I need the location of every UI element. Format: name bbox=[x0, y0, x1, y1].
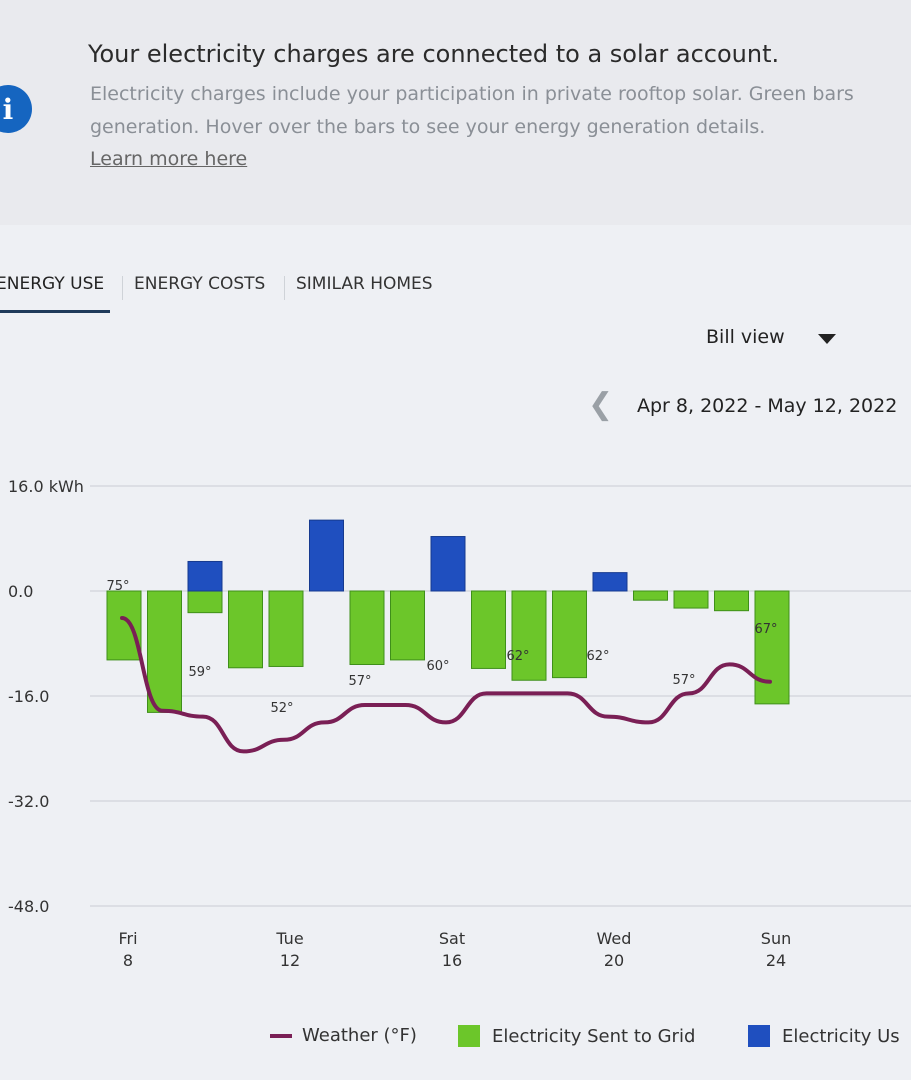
electricity-used-swatch bbox=[748, 1025, 770, 1047]
weather-swatch bbox=[270, 1033, 292, 1038]
x-tick-date: 8 bbox=[123, 951, 133, 970]
legend-electricity-used[interactable]: Electricity Us bbox=[748, 1025, 900, 1047]
info-icon: i bbox=[0, 85, 32, 133]
temperature-label: 62° bbox=[506, 649, 529, 664]
bill-view-dropdown[interactable]: Bill view bbox=[706, 326, 785, 348]
tab-energy-costs[interactable]: ENERGY COSTS bbox=[134, 274, 266, 294]
x-tick-date: 16 bbox=[442, 951, 462, 970]
x-tick-weekday: Wed bbox=[597, 929, 632, 948]
sent-to-grid-bar[interactable] bbox=[511, 590, 547, 681]
x-tick-weekday: Sat bbox=[439, 929, 465, 948]
sent-to-grid-bar[interactable] bbox=[228, 590, 263, 669]
temperature-label: 57° bbox=[348, 674, 371, 689]
legend-sent-to-grid[interactable]: Electricity Sent to Grid bbox=[458, 1025, 695, 1047]
tab-bar: ENERGY USE ENERGY COSTS SIMILAR HOMES bbox=[0, 270, 911, 314]
y-tick-label: 0.0 bbox=[8, 582, 33, 601]
energy-use-chart: 16.0 kWh 0.0 -16.0 -32.0 -48.0 75° 59° 52° 57° 6… bbox=[8, 477, 911, 970]
temperature-label: 60° bbox=[426, 659, 449, 674]
tab-similar-homes[interactable]: SIMILAR HOMES bbox=[296, 274, 433, 294]
x-tick-weekday: Sun bbox=[761, 929, 791, 948]
x-tick-date: 24 bbox=[766, 951, 786, 970]
sent-to-grid-bar[interactable] bbox=[390, 590, 425, 661]
y-tick-label: -48.0 bbox=[8, 897, 49, 916]
sent-to-grid-bar[interactable] bbox=[268, 590, 304, 667]
sent-to-grid-bar[interactable] bbox=[552, 590, 587, 679]
info-banner: i Your electricity charges are connected… bbox=[0, 0, 911, 225]
chevron-down-icon[interactable] bbox=[818, 334, 836, 344]
temperature-label: 67° bbox=[754, 622, 777, 637]
temperature-label: 57° bbox=[672, 673, 695, 688]
electricity-used-bar[interactable] bbox=[309, 519, 344, 592]
x-tick-weekday: Tue bbox=[275, 929, 303, 948]
active-tab-indicator bbox=[0, 310, 110, 313]
electricity-used-bar[interactable] bbox=[187, 560, 223, 592]
electricity-used-bar[interactable] bbox=[592, 572, 628, 592]
temperature-label: 52° bbox=[270, 701, 293, 716]
date-range: Apr 8, 2022 - May 12, 2022 bbox=[637, 395, 898, 417]
sent-to-grid-bar[interactable] bbox=[106, 590, 142, 661]
tab-divider bbox=[122, 276, 123, 300]
temperature-label: 62° bbox=[586, 649, 609, 664]
electricity-used-bar[interactable] bbox=[430, 536, 466, 592]
temperature-label: 59° bbox=[188, 665, 211, 680]
x-tick-date: 12 bbox=[280, 951, 300, 970]
sent-to-grid-bar[interactable] bbox=[147, 590, 182, 713]
banner-text: Electricity charges include your partici… bbox=[90, 83, 854, 138]
tab-energy-use[interactable]: ENERGY USE bbox=[0, 274, 105, 294]
legend-weather[interactable]: Weather (°F) bbox=[270, 1025, 417, 1046]
banner-title: Your electricity charges are connected t… bbox=[88, 40, 780, 68]
tab-divider bbox=[284, 276, 285, 300]
sent-to-grid-swatch bbox=[458, 1025, 480, 1047]
legend-used-label: Electricity Us bbox=[782, 1025, 900, 1047]
x-tick-weekday: Fri bbox=[118, 929, 137, 948]
sent-to-grid-bar[interactable] bbox=[714, 590, 749, 612]
y-tick-label: -32.0 bbox=[8, 792, 49, 811]
sent-to-grid-bar[interactable] bbox=[349, 590, 385, 665]
learn-more-link[interactable]: Learn more here bbox=[90, 148, 248, 170]
chart-legend: Weather (°F) Electricity Sent to Grid El… bbox=[0, 1025, 911, 1065]
sent-to-grid-bar[interactable] bbox=[633, 590, 668, 601]
temperature-label: 75° bbox=[106, 579, 129, 594]
sent-to-grid-bar[interactable] bbox=[754, 590, 790, 705]
chevron-left-icon[interactable]: ❮ bbox=[588, 387, 614, 422]
sent-to-grid-bar[interactable] bbox=[471, 590, 506, 669]
y-tick-label: -16.0 bbox=[8, 687, 49, 706]
x-tick-date: 20 bbox=[604, 951, 624, 970]
sent-to-grid-bar[interactable] bbox=[673, 590, 709, 609]
y-tick-label: 16.0 kWh bbox=[8, 477, 84, 496]
sent-to-grid-bar[interactable] bbox=[187, 590, 223, 614]
legend-weather-label: Weather (°F) bbox=[302, 1025, 417, 1046]
weather-line[interactable] bbox=[120, 616, 772, 754]
legend-sent-label: Electricity Sent to Grid bbox=[492, 1025, 696, 1047]
